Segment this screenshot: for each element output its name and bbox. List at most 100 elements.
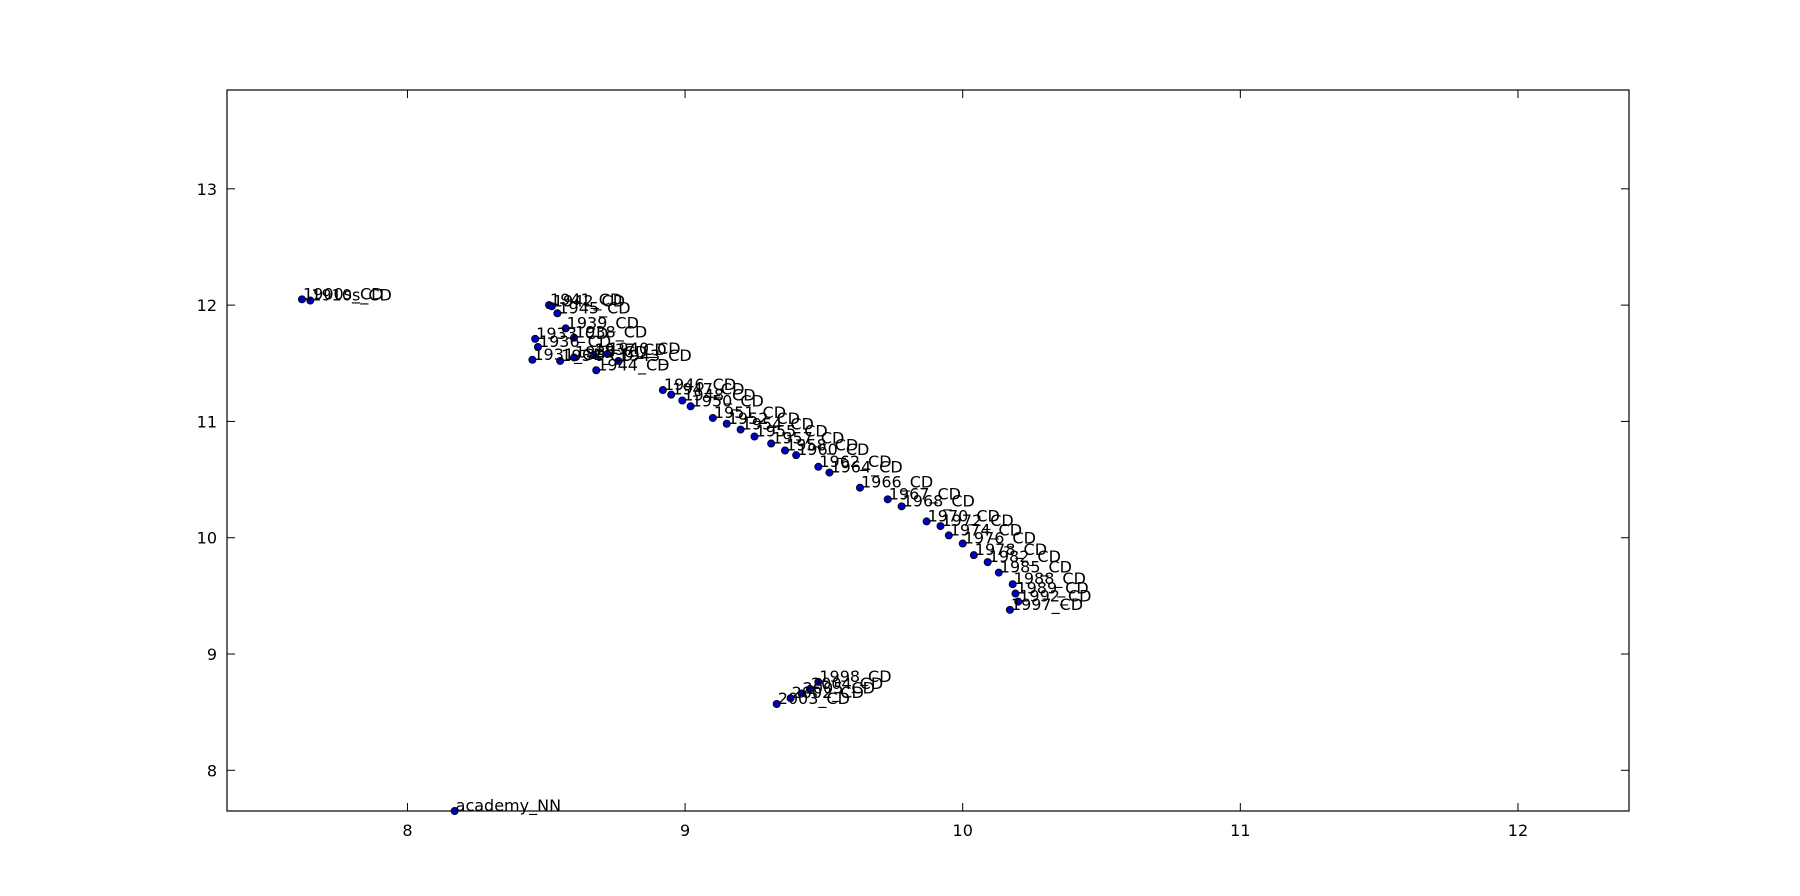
data-point <box>528 355 537 364</box>
data-point-label: 1989_CD <box>1016 579 1088 599</box>
data-point-label: 1934_CD <box>561 346 633 366</box>
x-tick-label: 8 <box>402 821 412 840</box>
data-point <box>686 402 695 411</box>
data-point-label: 2004_CD <box>811 674 883 694</box>
data-point <box>553 309 562 318</box>
x-tick-label: 11 <box>1230 821 1250 840</box>
data-point <box>772 700 781 709</box>
data-point-label: 2002_CD <box>792 683 864 703</box>
data-point <box>708 413 717 422</box>
data-point <box>806 684 815 693</box>
data-point <box>736 425 745 434</box>
data-point-label: 1966_CD <box>861 473 933 493</box>
y-tick-label: 9 <box>207 645 217 664</box>
data-point <box>1014 597 1023 606</box>
data-point-label: 1974_CD <box>950 520 1022 540</box>
y-tick-label: 12 <box>197 296 217 315</box>
data-point-label: 1940_CD <box>608 339 680 359</box>
data-point-label: 1941_CD <box>550 290 622 310</box>
data-point-label: 1947_CD <box>672 380 744 400</box>
data-point <box>814 462 823 471</box>
data-point-label: 1962_CD <box>819 452 891 472</box>
data-point-label: 1998_CD <box>819 667 891 687</box>
data-point-label: 1933_CD <box>536 324 608 344</box>
data-point <box>792 451 801 460</box>
x-tick-label: 9 <box>680 821 690 840</box>
data-point <box>722 419 731 428</box>
data-point-label: 1910s_CD <box>311 285 392 305</box>
data-point-label: 2005_CD <box>803 679 875 699</box>
data-point <box>547 302 556 311</box>
data-point-label: 1997_CD <box>1011 595 1083 615</box>
data-point-label: 1968_CD <box>903 491 975 511</box>
data-point <box>614 356 623 365</box>
y-tick-label: 11 <box>197 412 217 431</box>
data-point <box>922 517 931 526</box>
data-point-label: 1955_CD <box>755 422 827 442</box>
data-point <box>1005 605 1014 614</box>
y-tick-label: 8 <box>207 761 217 780</box>
data-point <box>797 689 806 698</box>
data-point <box>855 483 864 492</box>
data-point <box>786 694 795 703</box>
data-point <box>1008 580 1017 589</box>
data-point-label: 1942_CD <box>553 291 625 311</box>
data-point <box>603 349 612 358</box>
data-point <box>969 551 978 560</box>
data-point <box>561 324 570 333</box>
data-point-label: 1972_CD <box>941 511 1013 531</box>
data-point <box>450 807 459 816</box>
data-point <box>592 366 601 375</box>
data-point <box>814 677 823 686</box>
data-point-label: 1970_CD <box>928 506 1000 526</box>
data-point-label: 1992_CD <box>1019 587 1091 607</box>
data-point <box>531 334 540 343</box>
data-point <box>570 353 579 362</box>
data-points <box>297 295 1023 816</box>
data-point-label: 1960_CD <box>797 440 869 460</box>
data-point <box>570 333 579 342</box>
data-point-label: 1938_CD <box>575 323 647 343</box>
data-point-label: 1948_CD <box>683 385 755 405</box>
data-point-label: 2003_CD <box>778 689 850 709</box>
axis-ticks: 8 9 10 11 12 8 9 10 11 12 13 <box>197 90 1629 840</box>
data-point-label: 1900s_CD <box>303 284 384 304</box>
data-point <box>883 495 892 504</box>
data-point-label: 1964_CD <box>830 458 902 478</box>
data-point-label: 1950_CD <box>692 391 764 411</box>
data-point-label: 1936_CD <box>539 332 611 352</box>
data-point-label: 1951_CD <box>714 403 786 423</box>
data-point <box>750 432 759 441</box>
data-point-label: academy_NN <box>456 796 561 816</box>
y-tick-label: 13 <box>197 180 217 199</box>
data-point <box>297 295 306 304</box>
data-point-label: 1944_CD <box>597 355 669 375</box>
data-point <box>678 396 687 405</box>
data-point <box>781 446 790 455</box>
data-point <box>767 439 776 448</box>
data-point <box>658 386 667 395</box>
x-tick-label: 12 <box>1508 821 1528 840</box>
data-point-label: 1978_CD <box>975 540 1047 560</box>
data-point-label: 1939_CD <box>567 313 639 333</box>
data-point-label: 1988_CD <box>1014 569 1086 589</box>
data-point <box>556 356 565 365</box>
data-point-label: 1958_CD <box>786 436 858 456</box>
data-point-label: 1935_CD <box>575 342 647 362</box>
data-point <box>944 531 953 540</box>
data-point-label: 1976_CD <box>964 529 1036 549</box>
data-point-label: 1985_CD <box>1000 558 1072 578</box>
data-point <box>533 343 542 352</box>
x-tick-label: 10 <box>953 821 973 840</box>
data-point-label: 1952_CD <box>728 409 800 429</box>
data-point-label: 1946_CD <box>664 375 736 395</box>
y-tick-label: 10 <box>197 529 217 548</box>
data-point <box>958 539 967 548</box>
data-point-label: 1945_CD <box>558 298 630 318</box>
data-point-label: 1967_CD <box>889 484 961 504</box>
data-point-label: 1957_CD <box>772 429 844 449</box>
data-point-label: 1954_CD <box>742 415 814 435</box>
data-point-label: 1982_CD <box>989 547 1061 567</box>
